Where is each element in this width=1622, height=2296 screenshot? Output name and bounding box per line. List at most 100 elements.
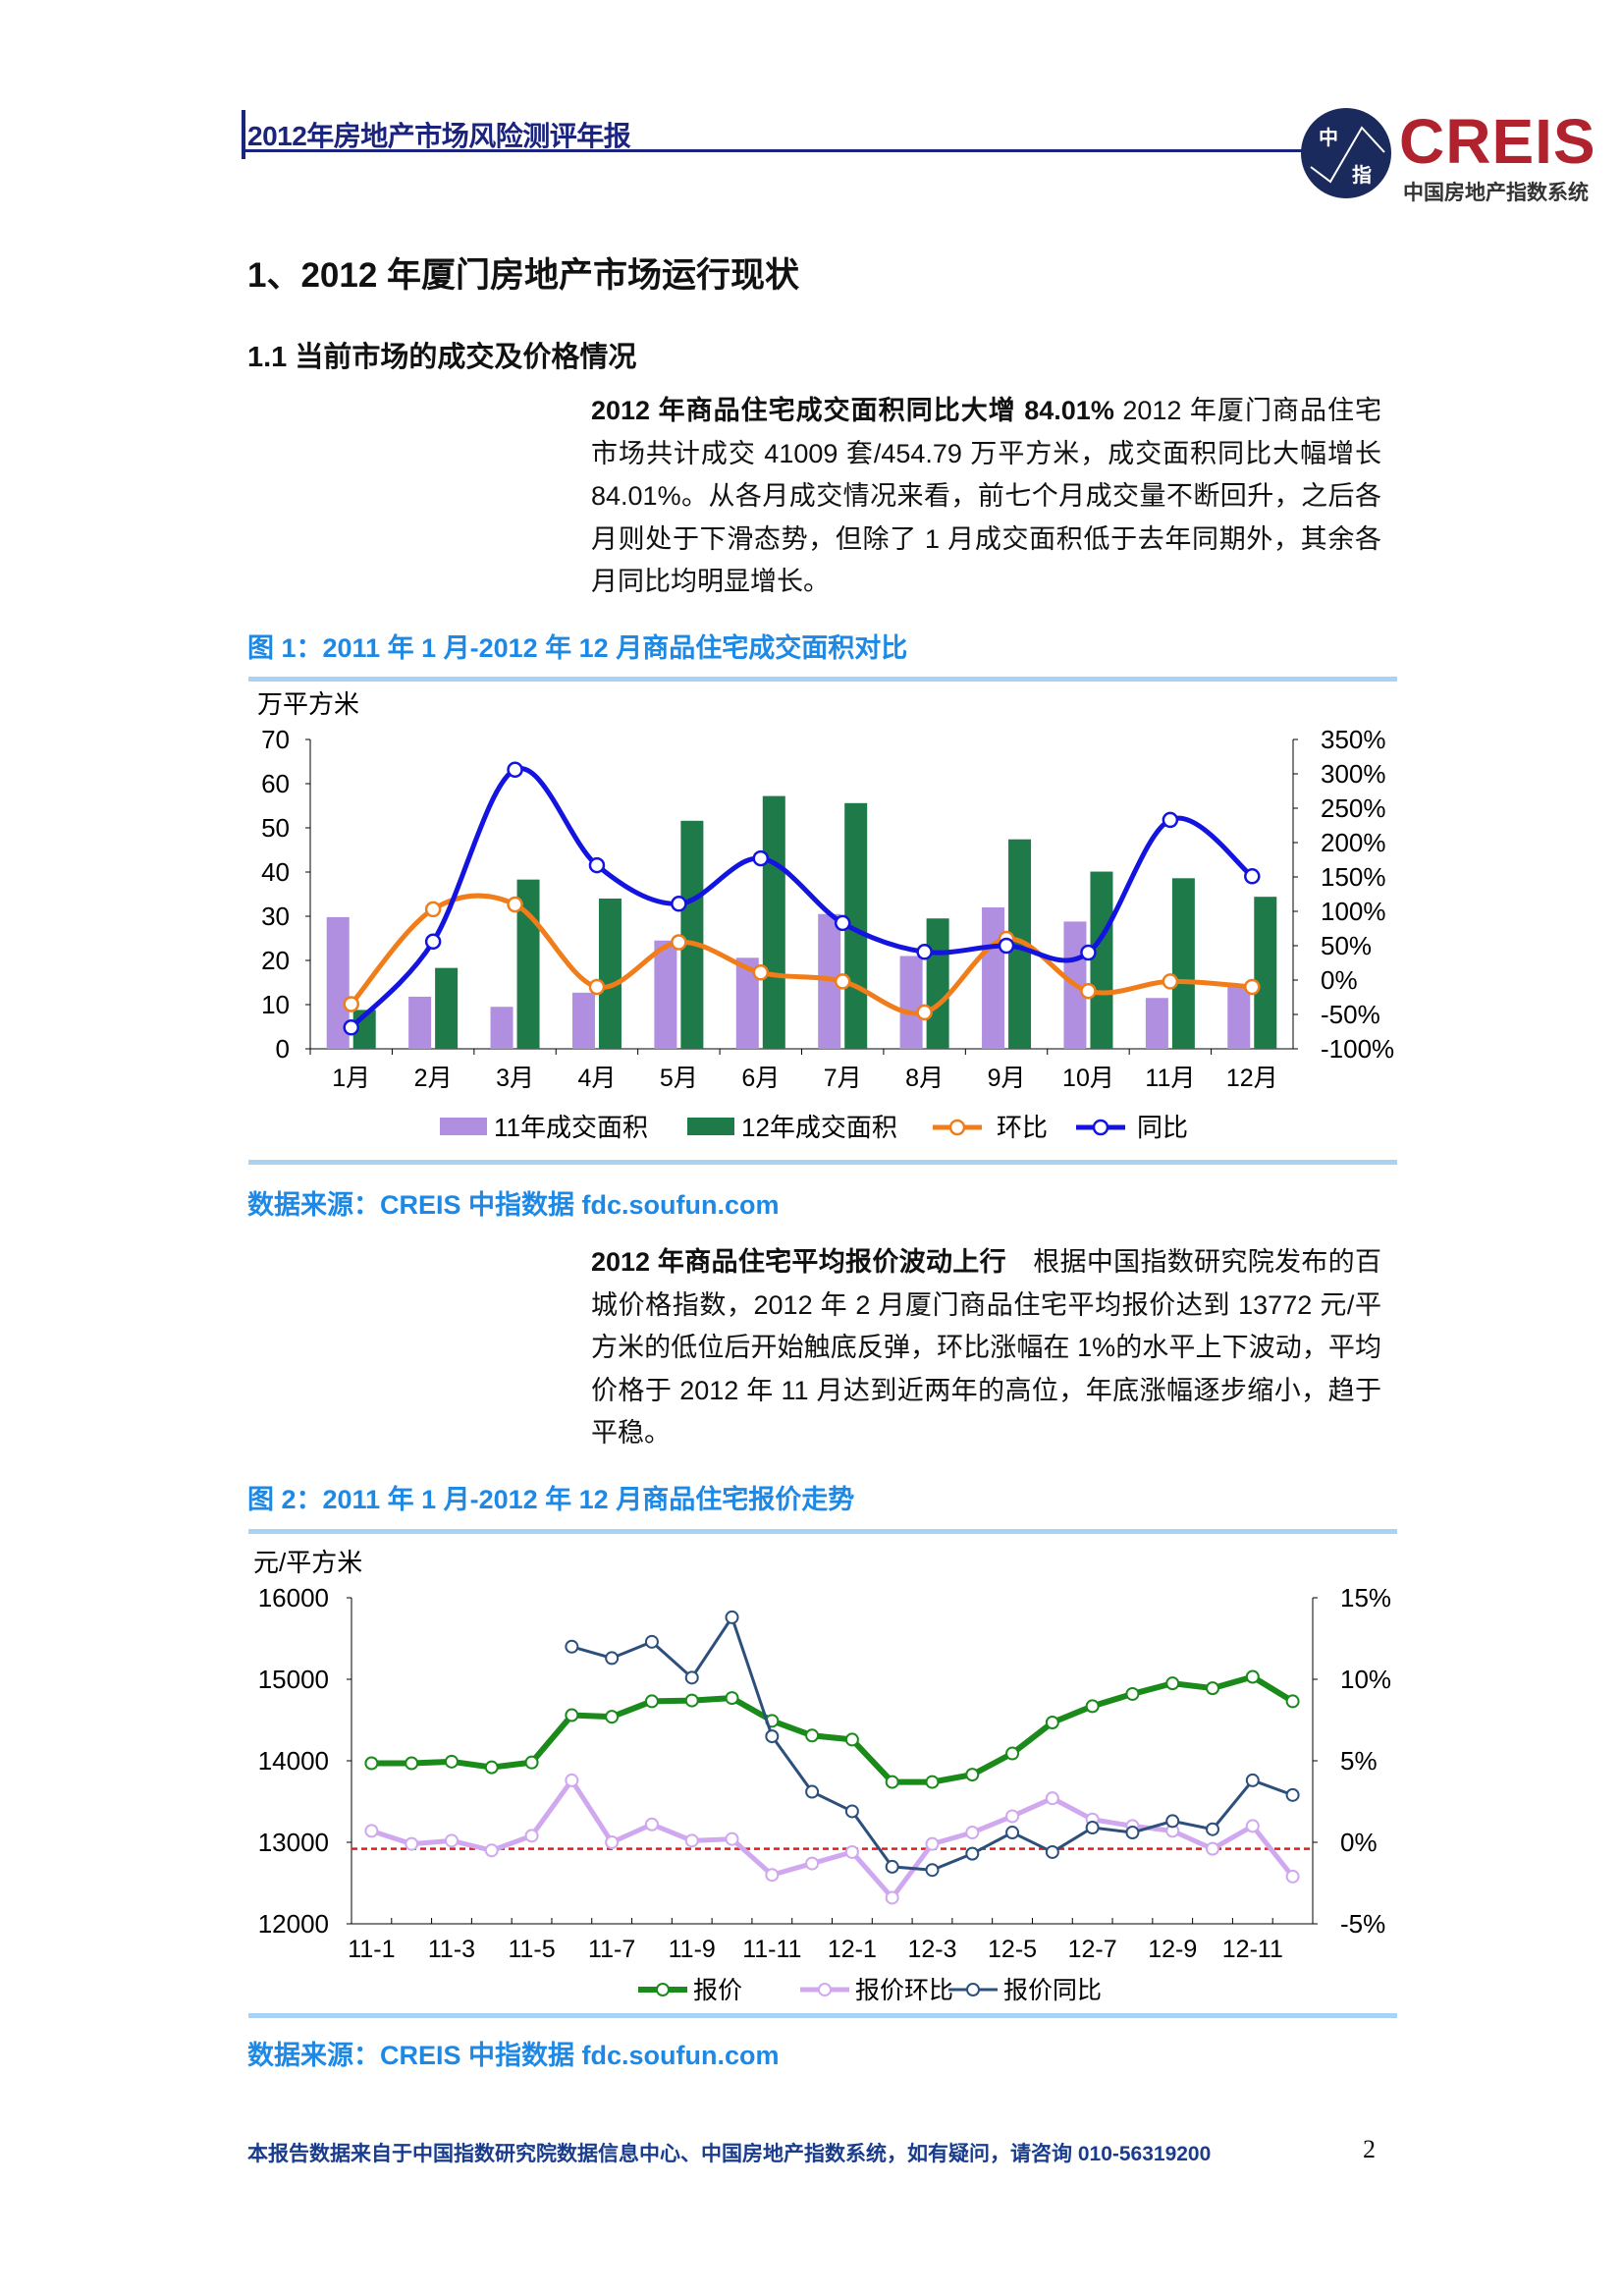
point-mom	[424, 901, 442, 918]
point-price	[1085, 1699, 1100, 1714]
x-tick-label: 12月	[1226, 1065, 1278, 1092]
bar-2011	[408, 996, 432, 1049]
y2-tick-label: 5%	[1340, 1746, 1378, 1776]
point-price-yoy	[925, 1863, 940, 1878]
y-axis-title: 万平方米	[257, 689, 359, 719]
y-tick-label: 30	[261, 902, 290, 931]
point-price-mom	[965, 1826, 980, 1840]
point-price-mom	[565, 1773, 579, 1787]
point-price	[725, 1691, 739, 1706]
point-price-yoy	[1125, 1826, 1140, 1840]
point-mom	[507, 896, 523, 913]
point-mom	[1080, 982, 1097, 1000]
point-price-mom	[805, 1856, 820, 1871]
y-tick-label: 14000	[258, 1746, 329, 1776]
point-price-mom	[1005, 1809, 1020, 1824]
x-tick-label: 12-1	[828, 1936, 877, 1963]
subsection-title: 1.1 当前市场的成交及价格情况	[247, 342, 637, 373]
point-price-mom	[444, 1833, 459, 1848]
point-price-mom	[844, 1844, 859, 1859]
point-price-yoy	[1165, 1814, 1180, 1829]
point-price	[1125, 1686, 1140, 1701]
point-price-yoy	[1005, 1826, 1020, 1840]
point-price-yoy	[765, 1729, 780, 1744]
point-price	[684, 1693, 699, 1708]
section-title: 1、2012 年厦门房地产市场运行现状	[247, 256, 800, 295]
point-price	[1045, 1715, 1059, 1729]
y2-tick-label: -50%	[1321, 1000, 1380, 1029]
x-tick-label: 9月	[988, 1065, 1026, 1092]
point-price	[1005, 1746, 1020, 1761]
y-tick-label: 20	[261, 946, 290, 975]
point-price-mom	[684, 1833, 699, 1848]
point-price-mom	[644, 1817, 659, 1831]
footer-note: 本报告数据来自于中国指数研究院数据信息中心、中国房地产指数系统，如有疑问，请咨询…	[247, 2143, 1212, 2165]
figure2-bottom-rule	[248, 2013, 1397, 2018]
x-tick-label: 11-5	[508, 1936, 555, 1963]
chart-price-trend: 元/平方米 12000 13000 14000 15000 16000 -5% 0% 5% 10%…	[253, 1548, 1391, 2004]
bar-2011	[899, 956, 923, 1049]
line-price-mom	[370, 1776, 1295, 1902]
x-tick-label: 2月	[414, 1065, 453, 1092]
point-price-mom	[1245, 1819, 1260, 1833]
y-tick-label: 0	[276, 1034, 290, 1064]
point-price-yoy	[565, 1639, 579, 1654]
point-price-yoy	[844, 1804, 859, 1819]
legend-label: 环比	[997, 1113, 1048, 1142]
bar-2011	[326, 916, 350, 1049]
point-price-yoy	[1045, 1844, 1059, 1859]
paragraph-body: 2012 年厦门商品住宅市场共计成交 41009 套/454.79 万平方米，成…	[591, 396, 1381, 596]
y-tick-label: 15000	[258, 1665, 329, 1694]
point-price-yoy	[965, 1846, 980, 1861]
x-tick-label: 6月	[741, 1065, 780, 1092]
point-price	[364, 1756, 379, 1771]
y2-tick-label: 0%	[1340, 1828, 1378, 1857]
point-price-yoy	[644, 1634, 659, 1649]
point-price	[1285, 1694, 1300, 1709]
x-tick-label: 1月	[332, 1065, 370, 1092]
point-yoy	[424, 933, 442, 951]
bar-2012	[1008, 839, 1032, 1049]
line-price-yoy	[570, 1613, 1294, 1872]
point-price-yoy	[725, 1610, 739, 1624]
point-price-yoy	[885, 1859, 899, 1874]
bar-2011	[490, 1007, 514, 1049]
point-price	[844, 1732, 859, 1747]
figure2-caption: 图 2：2011 年 1 月-2012 年 12 月商品住宅报价走势	[247, 1485, 855, 1514]
x-tick-label: 11-11	[742, 1936, 801, 1963]
point-price-yoy	[1245, 1773, 1260, 1787]
x-tick-label: 7月	[824, 1065, 862, 1092]
x-tick-label: 12-9	[1148, 1936, 1197, 1963]
legend-label: 12年成交面积	[741, 1113, 897, 1142]
point-yoy	[1080, 944, 1097, 961]
x-tick-label: 11-3	[428, 1936, 475, 1963]
legend-swatch-2011	[440, 1118, 487, 1135]
y2-tick-label: 10%	[1340, 1665, 1391, 1694]
point-price-mom	[405, 1836, 419, 1851]
logo-brand: CREIS	[1399, 106, 1596, 177]
point-price	[605, 1710, 620, 1724]
point-yoy	[1162, 811, 1179, 829]
x-tick-label: 12-11	[1222, 1936, 1283, 1963]
bar-2012	[598, 899, 622, 1049]
bar-2011	[735, 957, 759, 1049]
line-price	[371, 1673, 1295, 1785]
point-price	[565, 1708, 579, 1722]
x-tick-label: 11-1	[348, 1936, 395, 1963]
point-price-mom	[484, 1843, 499, 1858]
logo-char: 指	[1352, 165, 1372, 187]
logo-subtitle: 中国房地产指数系统	[1403, 182, 1589, 204]
bar-2012	[1090, 871, 1113, 1049]
point-price-yoy	[1085, 1821, 1100, 1835]
header-divider	[245, 149, 1335, 152]
paragraph-lead: 2012 年商品住宅成交面积同比大增 84.01%	[591, 396, 1114, 425]
y-tick-label: 40	[261, 857, 290, 887]
y2-tick-label: 350%	[1321, 725, 1386, 754]
bar-2011	[1227, 987, 1251, 1049]
x-tick-label: 11月	[1145, 1065, 1195, 1092]
legend-label: 同比	[1137, 1113, 1188, 1142]
point-mom	[752, 964, 770, 981]
legend-swatch-2012	[687, 1118, 734, 1135]
x-tick-label: 10月	[1062, 1065, 1114, 1092]
point-price	[1165, 1676, 1180, 1691]
